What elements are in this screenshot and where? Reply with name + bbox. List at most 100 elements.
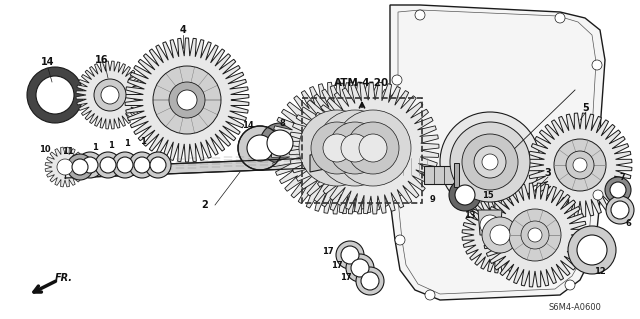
Circle shape — [440, 112, 540, 212]
Text: 1: 1 — [124, 138, 130, 147]
Circle shape — [101, 86, 119, 104]
Polygon shape — [76, 61, 144, 129]
Circle shape — [238, 126, 282, 170]
Circle shape — [450, 122, 530, 202]
Text: 13: 13 — [464, 211, 476, 219]
Polygon shape — [483, 183, 587, 287]
Circle shape — [606, 196, 634, 224]
Circle shape — [336, 241, 364, 269]
Circle shape — [82, 157, 98, 173]
Circle shape — [67, 154, 93, 180]
Circle shape — [509, 209, 561, 261]
Text: 8: 8 — [279, 118, 285, 128]
Circle shape — [425, 290, 435, 300]
Text: 1: 1 — [140, 137, 146, 145]
Polygon shape — [462, 197, 538, 273]
Circle shape — [117, 157, 133, 173]
Polygon shape — [307, 82, 439, 214]
Circle shape — [129, 152, 155, 178]
Text: 14: 14 — [242, 121, 254, 130]
Circle shape — [112, 152, 138, 178]
Circle shape — [323, 134, 351, 162]
Text: S6M4-A0600: S6M4-A0600 — [548, 303, 602, 313]
Circle shape — [77, 152, 103, 178]
Circle shape — [356, 267, 384, 295]
Circle shape — [260, 123, 300, 163]
Text: 9: 9 — [429, 196, 435, 204]
Circle shape — [341, 246, 359, 264]
Polygon shape — [528, 113, 632, 217]
Text: 10: 10 — [39, 145, 51, 154]
Polygon shape — [289, 82, 421, 214]
Circle shape — [346, 254, 374, 282]
Circle shape — [341, 134, 369, 162]
Text: 2: 2 — [202, 200, 209, 210]
Circle shape — [449, 179, 481, 211]
Circle shape — [474, 146, 506, 178]
Circle shape — [145, 152, 171, 178]
Circle shape — [57, 159, 73, 175]
Polygon shape — [310, 152, 330, 172]
Text: 5: 5 — [582, 103, 589, 113]
Circle shape — [528, 228, 542, 242]
Circle shape — [361, 272, 379, 290]
Text: FR.: FR. — [55, 273, 73, 283]
Text: 17: 17 — [331, 261, 343, 270]
Text: 1: 1 — [108, 140, 114, 150]
Circle shape — [593, 190, 603, 200]
Circle shape — [169, 82, 205, 118]
Circle shape — [566, 151, 594, 179]
Circle shape — [134, 157, 150, 173]
Text: 17: 17 — [340, 273, 352, 283]
Polygon shape — [390, 5, 605, 300]
Circle shape — [267, 130, 293, 156]
Circle shape — [565, 280, 575, 290]
Text: 15: 15 — [482, 190, 494, 199]
Circle shape — [100, 157, 116, 173]
Polygon shape — [125, 38, 249, 162]
Circle shape — [490, 225, 510, 245]
Bar — [424, 166, 459, 184]
Circle shape — [462, 134, 518, 190]
Circle shape — [605, 177, 631, 203]
Circle shape — [153, 66, 221, 134]
Circle shape — [27, 67, 83, 123]
Circle shape — [247, 135, 273, 161]
Circle shape — [392, 75, 402, 85]
Text: 11: 11 — [62, 147, 74, 157]
Circle shape — [36, 76, 74, 114]
Text: 4: 4 — [180, 25, 186, 35]
Circle shape — [311, 122, 363, 174]
Circle shape — [335, 110, 411, 186]
Circle shape — [72, 159, 88, 175]
Circle shape — [94, 79, 126, 111]
Circle shape — [395, 235, 405, 245]
Circle shape — [351, 259, 369, 277]
Circle shape — [482, 217, 518, 253]
Circle shape — [347, 122, 399, 174]
Circle shape — [150, 157, 166, 173]
Polygon shape — [388, 158, 430, 175]
Text: 7: 7 — [619, 174, 625, 182]
Text: 1: 1 — [92, 143, 98, 152]
Circle shape — [554, 139, 606, 191]
Text: 3: 3 — [545, 168, 552, 178]
Circle shape — [95, 152, 121, 178]
Circle shape — [555, 13, 565, 23]
Circle shape — [480, 215, 500, 235]
Circle shape — [568, 226, 616, 274]
Text: 6: 6 — [625, 219, 631, 228]
Text: 12: 12 — [594, 268, 606, 277]
Circle shape — [455, 185, 475, 205]
Circle shape — [592, 60, 602, 70]
Bar — [454, 163, 459, 187]
Text: 14: 14 — [41, 57, 55, 67]
Circle shape — [329, 122, 381, 174]
Circle shape — [415, 10, 425, 20]
Text: 16: 16 — [95, 55, 109, 65]
Circle shape — [359, 134, 387, 162]
Circle shape — [482, 154, 498, 170]
Text: ATM-4-20: ATM-4-20 — [334, 78, 390, 88]
Polygon shape — [478, 210, 502, 235]
Circle shape — [577, 235, 607, 265]
